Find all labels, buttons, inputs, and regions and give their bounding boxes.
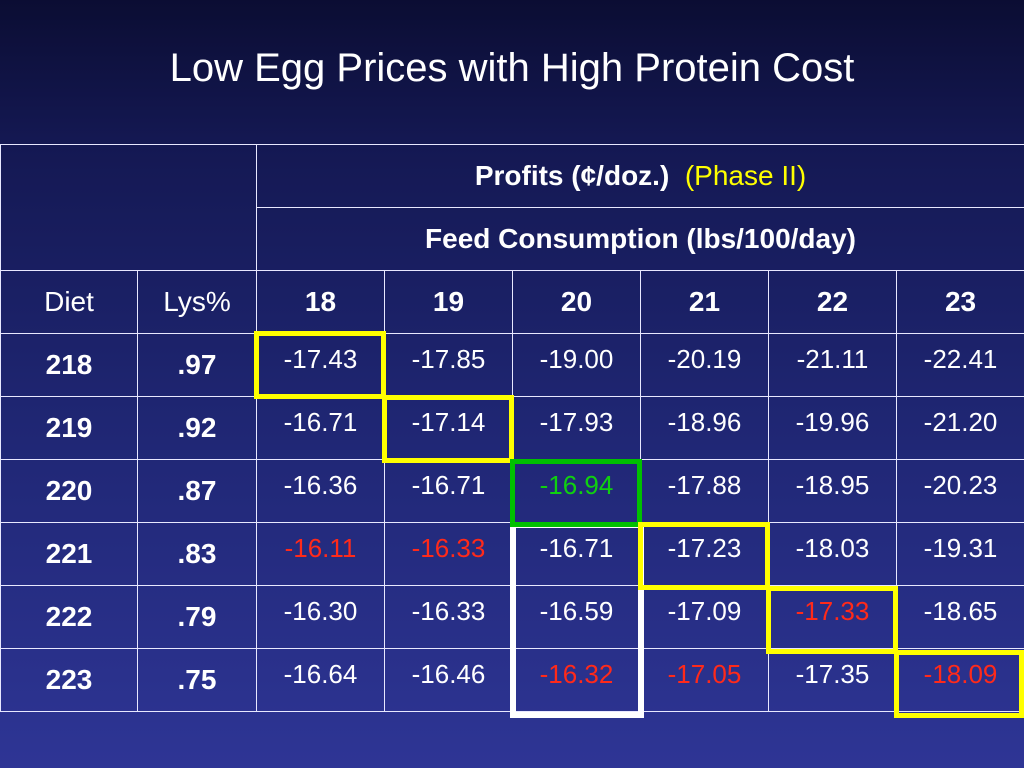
profit-cell-highlighted-red: -17.05 xyxy=(640,648,769,712)
table-row: 220 .87 -16.36 -16.71 -16.94 -17.88 -18.… xyxy=(0,459,1024,523)
profit-cell-highlighted-red: -16.33 xyxy=(384,522,513,586)
profit-cell: -17.93 xyxy=(512,396,641,460)
profit-cell: -19.96 xyxy=(768,396,897,460)
profit-cell: -16.64 xyxy=(256,648,385,712)
profit-cell: -18.95 xyxy=(768,459,897,523)
profit-cell: -21.20 xyxy=(895,396,1024,460)
profit-cell: -16.33 xyxy=(384,585,513,649)
profit-cell: -16.46 xyxy=(384,648,513,712)
profit-cell-highlighted-red: -18.09 xyxy=(895,648,1024,712)
profit-cell-highlighted-red: -16.11 xyxy=(256,522,385,586)
profit-cell: -17.88 xyxy=(640,459,769,523)
profits-label: Profits (¢/doz.) xyxy=(474,160,670,191)
header-row-profits: Profits (¢/doz.) (Phase II) xyxy=(0,144,1024,271)
feed-level-header: 21 xyxy=(640,270,769,334)
phase-label: (Phase II) xyxy=(684,160,807,191)
profits-header: Profits (¢/doz.) (Phase II) xyxy=(255,144,1024,208)
lys-cell: .83 xyxy=(137,522,257,586)
profit-cell: -17.23 xyxy=(640,522,769,586)
profit-cell: -22.41 xyxy=(895,333,1024,397)
profit-cell: -18.03 xyxy=(768,522,897,586)
diet-cell: 218 xyxy=(0,333,138,397)
lys-cell: .75 xyxy=(137,648,257,712)
profit-cell: -17.09 xyxy=(640,585,769,649)
profits-table: Profits (¢/doz.) (Phase II) Feed Consump… xyxy=(0,144,1024,712)
profit-cell-highlighted-red: -17.33 xyxy=(768,585,897,649)
diet-column-header: Diet xyxy=(0,270,138,334)
profit-cell: -19.31 xyxy=(895,522,1024,586)
lys-cell: .79 xyxy=(137,585,257,649)
lys-cell: .87 xyxy=(137,459,257,523)
diet-cell: 220 xyxy=(0,459,138,523)
header-row-columns: Diet Lys% 18 19 20 21 22 23 xyxy=(0,270,1024,334)
header-row-feed: Feed Consumption (lbs/100/day) xyxy=(1,207,1024,271)
feed-level-header: 19 xyxy=(384,270,513,334)
profit-cell: -19.00 xyxy=(512,333,641,397)
profit-cell: -16.59 xyxy=(512,585,641,649)
table-row: 218 .97 -17.43 -17.85 -19.00 -20.19 -21.… xyxy=(0,333,1024,397)
profit-cell: -18.96 xyxy=(640,396,769,460)
lys-cell: .97 xyxy=(137,333,257,397)
diet-cell: 221 xyxy=(0,522,138,586)
profit-cell: -18.65 xyxy=(895,585,1024,649)
table-row: 223 .75 -16.64 -16.46 -16.32 -17.05 -17.… xyxy=(0,648,1024,712)
feed-level-header: 23 xyxy=(895,270,1024,334)
lys-cell: .92 xyxy=(137,396,257,460)
profit-cell-highlighted-red: -16.32 xyxy=(512,648,641,712)
diet-cell: 219 xyxy=(0,396,138,460)
profit-cell: -20.23 xyxy=(895,459,1024,523)
profit-cell: -16.36 xyxy=(256,459,385,523)
lys-column-header: Lys% xyxy=(137,270,257,334)
profit-cell: -16.71 xyxy=(256,396,385,460)
feed-consumption-header: Feed Consumption (lbs/100/day) xyxy=(255,207,1024,271)
profit-cell: -16.71 xyxy=(384,459,513,523)
profit-cell: -17.35 xyxy=(768,648,897,712)
feed-level-header: 22 xyxy=(768,270,897,334)
diet-cell: 223 xyxy=(0,648,138,712)
page-title: Low Egg Prices with High Protein Cost xyxy=(169,46,855,90)
feed-level-header: 18 xyxy=(256,270,385,334)
profit-cell: -17.85 xyxy=(384,333,513,397)
profit-cell: -16.30 xyxy=(256,585,385,649)
diet-cell: 222 xyxy=(0,585,138,649)
profit-cell: -21.11 xyxy=(768,333,897,397)
feed-level-header: 20 xyxy=(512,270,641,334)
table-row: 222 .79 -16.30 -16.33 -16.59 -17.09 -17.… xyxy=(0,585,1024,649)
profit-cell: -17.14 xyxy=(384,396,513,460)
profit-cell: -16.71 xyxy=(512,522,641,586)
profit-cell: -17.43 xyxy=(256,333,385,397)
profit-cell: -20.19 xyxy=(640,333,769,397)
profit-cell-highlighted-green: -16.94 xyxy=(512,459,641,523)
corner-cell xyxy=(0,144,257,271)
table-row: 221 .83 -16.11 -16.33 -16.71 -17.23 -18.… xyxy=(0,522,1024,586)
table-row: 219 .92 -16.71 -17.14 -17.93 -18.96 -19.… xyxy=(0,396,1024,460)
